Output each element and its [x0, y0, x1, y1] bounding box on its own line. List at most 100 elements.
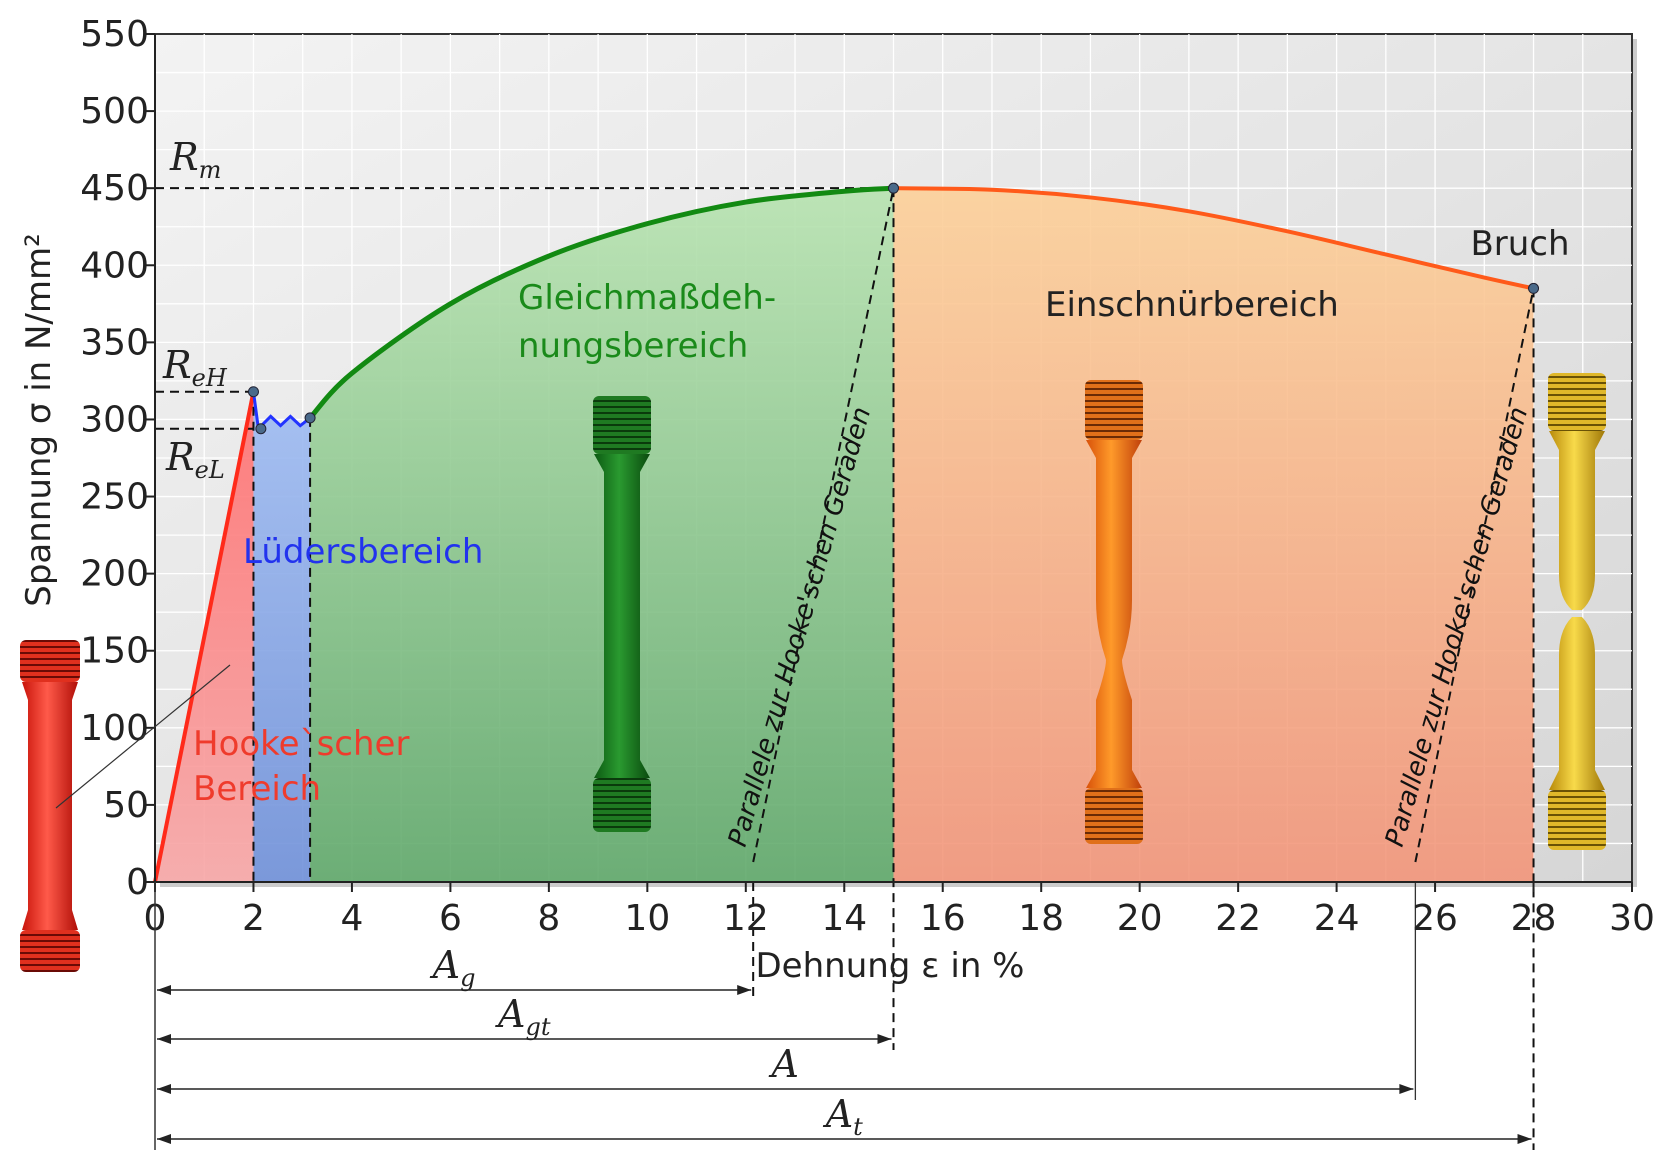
reference-lines	[155, 187, 1535, 1150]
y-tick-label: 550	[80, 14, 149, 55]
hooke-region-label-line1: Hooke`scher	[193, 724, 409, 764]
specimen-green-body	[594, 454, 650, 778]
specimen-hooke-red	[20, 640, 80, 972]
rel-label: ReL	[165, 435, 225, 484]
specimen-gold-bottom-thread	[1548, 790, 1606, 850]
uniform-region-label-line2: nungsbereich	[518, 326, 748, 366]
curve-marker	[247, 386, 259, 398]
reh-subscript: eH	[192, 364, 228, 392]
dimension-subscript: g	[460, 964, 475, 992]
y-tick-labels: 0 50 100 150 200 250 300 350 400 450 500 550	[80, 14, 155, 903]
specimen-red-pointer	[55, 664, 231, 809]
rel-symbol: R	[165, 435, 195, 479]
dimension-symbol: A	[495, 992, 525, 1036]
x-tick-labels: 0 2 4 6 8 10 12 14 16 18 20 22 24 26 28 30	[144, 882, 1655, 939]
specimen-gold-top-thread	[1548, 373, 1606, 431]
dimension-label: Ag	[430, 943, 476, 992]
dimension-subscript: gt	[525, 1013, 550, 1041]
x-tick-label: 6	[439, 898, 462, 939]
x-axis-title: Dehnung ε in %	[756, 946, 1025, 986]
x-tick-label: 22	[1215, 898, 1261, 939]
specimen-red-top-thread	[20, 640, 80, 682]
dimension-symbol: A	[430, 943, 460, 987]
rm-symbol: R	[169, 135, 199, 179]
specimen-gold-upper-half	[1549, 431, 1605, 610]
dimension-label: At	[823, 1092, 863, 1141]
x-tick-label: 28	[1511, 898, 1557, 939]
x-tick-label: 24	[1314, 898, 1360, 939]
y-tick-label: 500	[80, 91, 149, 132]
dimension-arrow-right	[1517, 1134, 1532, 1144]
curve-marker	[1528, 282, 1540, 294]
specimen-orange-body	[1086, 440, 1142, 788]
x-tick-label: 18	[1018, 898, 1064, 939]
rm-label: Rm	[169, 135, 221, 184]
necking-region-label: Einschnürbereich	[1045, 285, 1339, 325]
x-tick-label: 16	[920, 898, 966, 939]
x-tick-label: 10	[624, 898, 670, 939]
dimension-label: A	[768, 1042, 798, 1086]
x-tick-label: 2	[242, 898, 265, 939]
y-tick-label: 200	[80, 554, 149, 595]
specimen-green-top-thread	[593, 396, 651, 454]
dimension-arrow-left	[157, 1084, 171, 1094]
curve-marker	[888, 182, 899, 194]
x-tick-label: 26	[1412, 898, 1458, 939]
specimen-gold-lower-half	[1549, 617, 1605, 790]
hooke-line	[153, 391, 256, 883]
dimension-symbol: A	[768, 1042, 798, 1086]
y-tick-label: 100	[80, 708, 149, 749]
break-label: Bruch	[1470, 224, 1569, 264]
x-tick-label: 4	[340, 898, 363, 939]
y-tick-label: 450	[80, 168, 149, 209]
svg-text:ReH: ReH	[162, 343, 228, 392]
dimension-arrow-right	[737, 985, 752, 995]
specimen-red-body	[22, 682, 78, 930]
y-tick-label: 300	[80, 399, 149, 440]
rel-subscript: eL	[195, 456, 225, 484]
dimension-arrow-right	[1399, 1084, 1414, 1094]
dimension-arrow-right	[877, 1034, 892, 1044]
hooke-region-label-line2: Bereich	[193, 769, 321, 809]
curve-marker	[255, 423, 267, 435]
dimension-subscript: t	[853, 1113, 863, 1141]
x-tick-label: 8	[537, 898, 560, 939]
dimension-symbol: A	[823, 1092, 853, 1136]
necking-line	[893, 186, 1534, 291]
specimen-orange-top-thread	[1085, 380, 1143, 440]
curve-marker	[304, 412, 316, 424]
reh-label: ReH	[162, 343, 228, 392]
uniform-region-label-line1: Gleichmaßdeh-	[518, 278, 776, 318]
x-tick-label: 12	[723, 898, 769, 939]
lueders-region-fill	[253, 391, 311, 882]
svg-text:Rm: Rm	[169, 135, 221, 184]
dimension-label: Agt	[495, 992, 551, 1041]
specimen-orange-bottom-thread	[1085, 788, 1143, 844]
y-tick-label: 150	[80, 631, 149, 672]
y-tick-label: 350	[80, 322, 149, 363]
y-tick-label: 50	[103, 785, 149, 826]
lueders-region-label: Lüdersbereich	[243, 532, 483, 572]
y-tick-label: 250	[80, 477, 149, 518]
specimen-fractured-gold	[1548, 373, 1606, 850]
specimen-uniform-green	[593, 396, 651, 832]
specimen-green-bottom-thread	[593, 778, 651, 832]
curve-markers	[247, 182, 1540, 435]
y-tick-label: 0	[126, 862, 149, 903]
y-axis-title: Spannung σ in N/mm²	[19, 233, 59, 607]
hooke-parallel-line	[1414, 288, 1535, 863]
y-tick-label: 400	[80, 245, 149, 286]
dimension-arrow-left	[157, 1034, 171, 1044]
svg-text:ReL: ReL	[165, 435, 225, 484]
dimension-arrow-left	[157, 985, 171, 995]
reh-symbol: R	[162, 343, 192, 387]
necking-region-fill	[893, 188, 1534, 882]
dimension-arrow-left	[157, 1134, 171, 1144]
x-tick-label: 14	[821, 898, 867, 939]
rm-subscript: m	[199, 156, 222, 184]
specimen-red-bottom-thread	[20, 930, 80, 972]
hooke-parallel-line	[752, 187, 895, 863]
specimen-necking-orange	[1085, 380, 1143, 844]
